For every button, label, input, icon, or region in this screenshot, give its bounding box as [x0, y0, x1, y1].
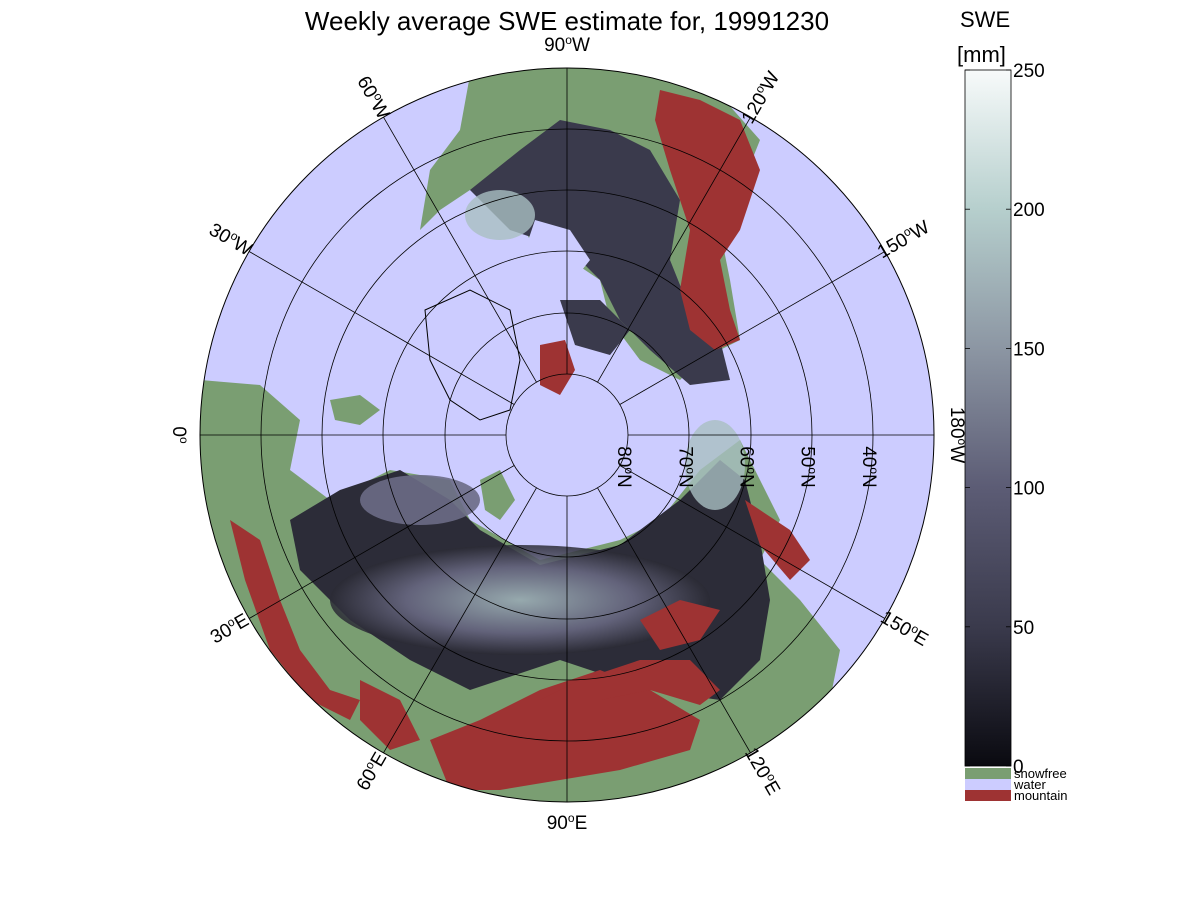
hudson-snow: [465, 190, 535, 240]
himalaya-mountain: [430, 670, 700, 790]
latitude-labels: 80oN 70oN 60oN 50oN 40oN: [613, 446, 880, 488]
meridian-330: [248, 251, 515, 405]
north-america-snow: [470, 120, 730, 385]
hudson-bay: [525, 220, 590, 285]
category-label-water: water: [1013, 777, 1046, 792]
category-swatch-water: [965, 779, 1011, 790]
category-swatch-snowfree: [965, 768, 1011, 779]
longitude-label-1: 120oW: [736, 67, 784, 127]
category-swatch-mountain: [965, 790, 1011, 801]
iceland-snowfree: [330, 395, 380, 425]
colorbar-gradient: [964, 69, 1012, 767]
longitude-label-4: 150oE: [877, 606, 933, 651]
meridian-210: [619, 251, 886, 405]
kamchatka-snow: [685, 420, 745, 510]
europe-mountain: [230, 520, 360, 720]
colorbar-tick-label-4: 200: [1013, 200, 1045, 221]
longitude-label-9: 0o: [168, 426, 191, 444]
meridian-lines: [200, 68, 934, 802]
scandinavia-snow: [360, 475, 480, 525]
meridian-30: [248, 465, 515, 619]
latitude-label-2: 60oN: [735, 446, 758, 488]
meridian-60: [383, 487, 537, 754]
latitude-label-1: 70oN: [674, 446, 697, 488]
longitude-label-2: 150oW: [873, 215, 933, 263]
meridian-120: [597, 487, 751, 754]
caucasus-mountain: [360, 680, 420, 750]
category-label-mountain: mountain: [1014, 788, 1067, 803]
greenland-outline: [424, 289, 521, 421]
map-title: Weekly average SWE estimate for, 1999123…: [305, 6, 829, 36]
map-boundary: [199, 67, 935, 803]
colorbar-title-line1: SWE: [960, 7, 1010, 32]
colorbar-tick-label-2: 100: [1013, 479, 1045, 500]
eurasia-deep-snow: [330, 545, 710, 655]
longitude-label-0: 90oW: [544, 33, 590, 56]
polar-map: [200, 68, 934, 802]
latitude-label-4: 40oN: [858, 446, 881, 488]
colorbar-tick-label-1: 50: [1013, 618, 1034, 639]
meridian-300: [383, 116, 537, 383]
central-asia-mountain: [540, 660, 720, 705]
longitude-label-3: 180oW: [946, 407, 969, 463]
east-asia-mountain: [745, 500, 810, 580]
colorbar-tick-label-5: 250: [1013, 61, 1045, 82]
colorbar-tick-label-3: 150: [1013, 339, 1045, 360]
colorbar-ticks: 0 50 100 150 200 250: [965, 61, 1045, 778]
longitude-label-6: 90oE: [547, 811, 588, 834]
greenland-mountain: [540, 340, 575, 395]
longitude-label-7: 60oE: [351, 748, 391, 794]
meridian-150: [619, 465, 886, 619]
novaya-zemlya: [480, 470, 515, 520]
colorbar-title-line2: [mm]: [957, 42, 1006, 67]
latitude-label-3: 50oN: [797, 446, 820, 488]
latitude-label-0: 80oN: [613, 446, 636, 488]
longitude-label-8: 30oE: [206, 608, 252, 648]
longitude-label-5: 120oE: [740, 743, 785, 799]
meridian-240: [597, 116, 751, 383]
siberia-mountain: [640, 600, 720, 650]
colorbar-tick-label-0: 0: [1013, 757, 1024, 778]
category-label-snowfree: snowfree: [1014, 766, 1067, 781]
colorbar: SWE [mm] 0 50 100 150 200 250 snowfreewatermo…: [957, 7, 1067, 803]
rockies-mountain: [655, 90, 760, 350]
